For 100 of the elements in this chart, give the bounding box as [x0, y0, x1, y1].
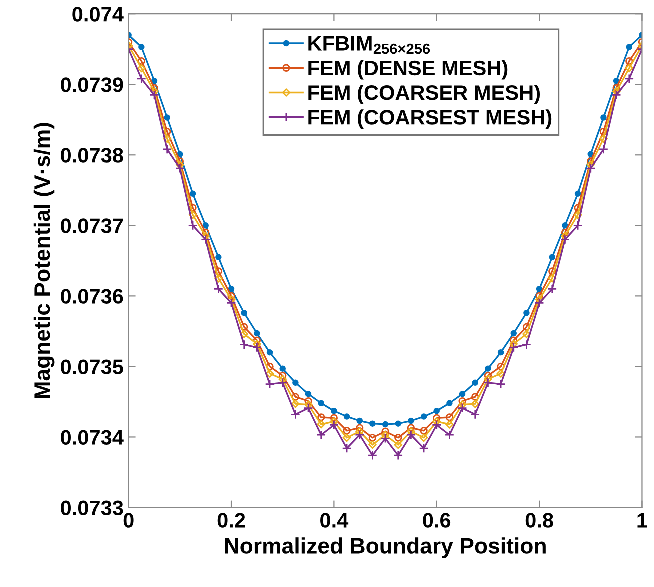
point — [189, 204, 197, 212]
point — [458, 397, 466, 406]
point — [419, 444, 429, 454]
point — [316, 430, 326, 440]
point — [266, 370, 274, 378]
point — [408, 418, 414, 424]
point — [432, 420, 442, 430]
point — [433, 414, 441, 422]
point — [164, 114, 170, 121]
point — [279, 372, 287, 380]
point — [522, 340, 532, 350]
y-axis-title: Magnetic Potential (V·s/m) — [34, 123, 55, 398]
y-tick-label: 0.0739 — [61, 78, 124, 92]
point — [574, 204, 582, 212]
point — [496, 370, 506, 378]
point — [318, 400, 324, 407]
point — [380, 434, 390, 444]
point — [342, 444, 352, 454]
point — [304, 403, 314, 414]
point — [240, 323, 248, 332]
point — [600, 114, 607, 121]
point — [574, 190, 582, 198]
legend-label: FEM (COARSER MESH) — [308, 84, 540, 104]
point — [394, 450, 404, 460]
point — [586, 164, 596, 174]
point — [573, 220, 583, 231]
point — [202, 228, 210, 237]
point — [626, 44, 633, 50]
point — [472, 380, 478, 386]
point — [138, 44, 145, 50]
point — [471, 400, 480, 408]
y-tick-label: 0.0735 — [61, 360, 124, 374]
y-tick-label: 0.0733 — [61, 500, 124, 516]
point — [175, 164, 186, 174]
y-tick-label: 0.0734 — [61, 430, 124, 446]
point — [278, 378, 288, 388]
x-tick-label: 0 — [124, 513, 134, 528]
point — [600, 128, 608, 136]
point — [138, 58, 146, 66]
point — [318, 414, 326, 422]
point — [561, 228, 570, 237]
point — [394, 440, 402, 450]
point — [214, 284, 224, 294]
point — [228, 292, 236, 300]
point — [548, 284, 558, 294]
point — [368, 434, 377, 442]
point — [626, 58, 634, 66]
point — [226, 298, 236, 308]
point — [446, 414, 454, 422]
point — [612, 84, 620, 92]
point — [356, 418, 363, 424]
point — [509, 342, 519, 353]
point — [600, 134, 608, 144]
point — [239, 340, 250, 350]
point — [240, 330, 248, 338]
legend-label: FEM (DENSE MESH) — [308, 60, 508, 80]
point — [548, 268, 556, 276]
point — [188, 220, 198, 231]
point — [292, 400, 300, 408]
point — [407, 424, 416, 432]
point — [444, 430, 455, 440]
point — [612, 90, 622, 100]
point — [329, 420, 340, 430]
point — [355, 430, 365, 440]
point — [382, 428, 390, 436]
point — [625, 64, 634, 73]
point — [202, 222, 209, 229]
point — [459, 391, 466, 398]
point — [254, 330, 260, 337]
point — [395, 420, 402, 427]
point — [150, 84, 158, 92]
point — [420, 414, 428, 420]
y-tick-label: 0.0737 — [61, 218, 124, 234]
point — [292, 393, 300, 401]
point — [292, 380, 299, 386]
point — [446, 420, 454, 429]
point — [498, 349, 504, 356]
point — [280, 366, 286, 372]
x-tick-label: 1 — [638, 513, 648, 528]
point — [458, 400, 467, 409]
point — [370, 420, 376, 427]
point — [534, 298, 544, 308]
point — [228, 286, 235, 292]
point — [420, 434, 428, 442]
point — [496, 379, 506, 390]
point — [613, 78, 620, 84]
point — [510, 330, 518, 337]
point — [394, 434, 402, 442]
y-tick-label: 0.0738 — [61, 148, 124, 163]
point — [331, 408, 338, 414]
point — [241, 310, 248, 316]
point — [536, 286, 543, 292]
x-tick-label: 0.8 — [526, 513, 554, 528]
point — [162, 144, 172, 154]
point — [587, 158, 595, 166]
point — [624, 74, 634, 84]
point — [343, 427, 351, 435]
point — [136, 74, 147, 84]
point — [304, 397, 312, 406]
point — [472, 393, 480, 401]
